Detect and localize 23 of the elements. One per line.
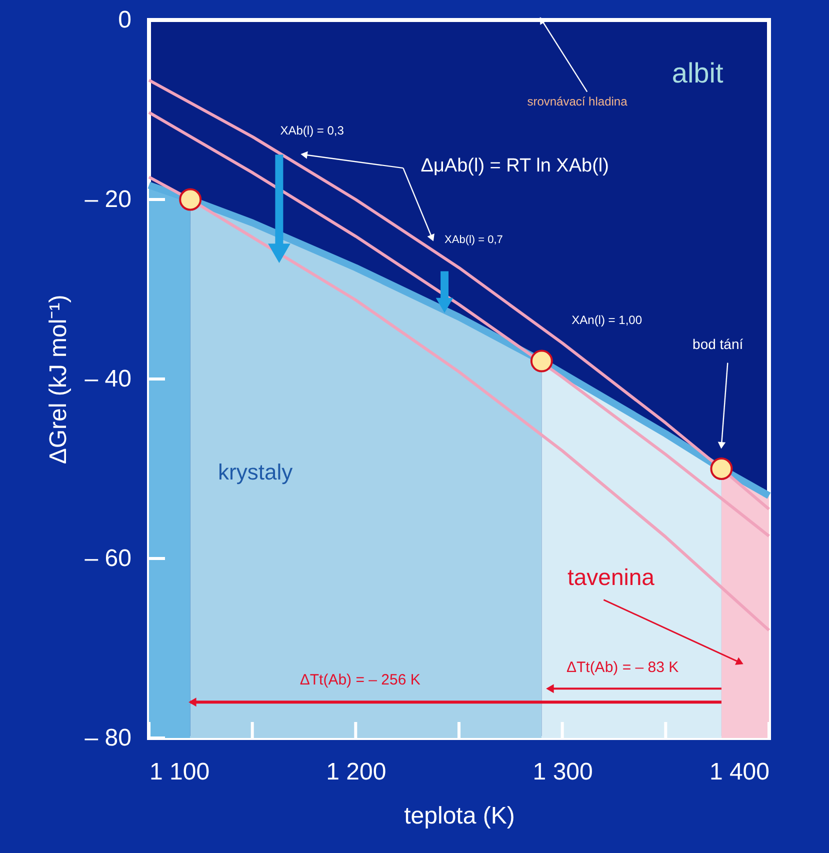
x-tick-label: 1 300: [532, 758, 593, 786]
y-tick-label: – 80: [84, 724, 132, 752]
x-tick-label: 1 200: [326, 758, 386, 786]
line-series: [148, 176, 770, 632]
annotation: ΔTt(Ab) = – 83 K: [566, 659, 679, 676]
annotation: ΔμAb(l) = RT ln XAb(l): [420, 155, 609, 176]
annotation: XAb(l) = 0,3: [280, 123, 344, 138]
annotation: srovnávací hladina: [527, 94, 628, 109]
annotation: XAb(l) = 0,7: [444, 234, 503, 246]
y-tick-label: – 60: [84, 545, 132, 572]
annotation: ΔTt(Ab) = – 256 K: [300, 672, 420, 689]
annotation: tavenina: [568, 564, 655, 590]
x-tick-label: 1 100: [150, 758, 210, 786]
annotation: krystaly: [218, 459, 293, 484]
annotation: XAn(l) = 1,00: [572, 312, 642, 327]
y-tick-label: 0: [118, 6, 132, 34]
y-axis-title: ΔGrel (kJ mol⁻¹): [44, 294, 72, 464]
x-tick-label: 1 400: [709, 758, 770, 786]
annotation: bod tání: [692, 336, 744, 352]
annotation: albit: [672, 58, 724, 89]
y-tick-label: – 40: [84, 366, 132, 392]
x-axis-title: teplota (K): [404, 802, 515, 830]
y-tick-label: – 20: [84, 186, 132, 213]
